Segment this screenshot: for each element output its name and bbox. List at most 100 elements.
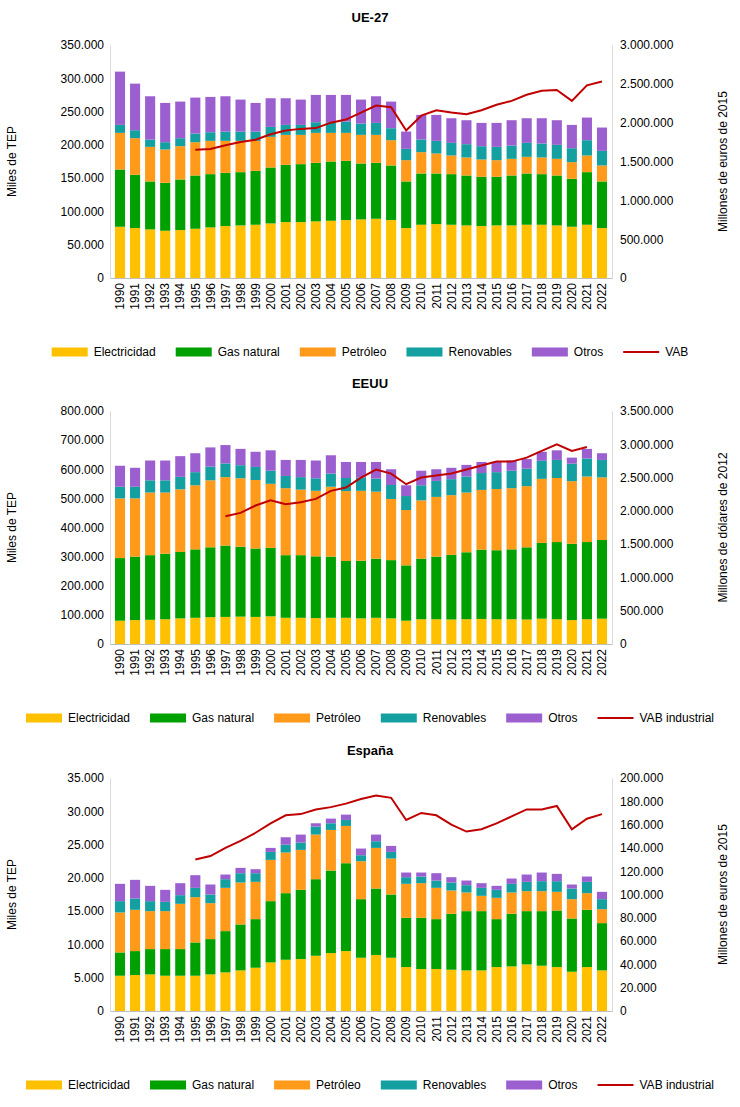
tick: 2012 [445, 644, 459, 676]
tick-label: 1991 [128, 1016, 142, 1043]
tick-label: 300.000 [61, 550, 105, 564]
tick-label: 2003 [309, 283, 323, 310]
tick-label: 1.500.000 [620, 155, 674, 169]
legend-label: Petróleo [316, 1078, 361, 1092]
bar [522, 882, 532, 891]
axis-line [111, 278, 613, 279]
tick-label: 20.000 [67, 871, 104, 885]
bar [386, 852, 396, 859]
bar [281, 460, 291, 476]
bar [175, 456, 185, 477]
bar [175, 904, 185, 949]
tick: 120.000 [612, 865, 664, 879]
bar [130, 880, 140, 899]
tick-label: 0 [620, 1004, 627, 1018]
bar [492, 619, 502, 644]
tick: 50.000 [67, 238, 110, 252]
bar [416, 877, 426, 884]
bar [461, 158, 471, 176]
tick: 2000 [264, 1011, 278, 1043]
bar [356, 899, 366, 958]
tick-label: 2008 [384, 649, 398, 676]
bar [296, 843, 306, 850]
tick: 2022 [595, 1011, 609, 1043]
bar [296, 835, 306, 843]
tick-label: 2012 [445, 649, 459, 676]
bar [522, 911, 532, 964]
bar [220, 888, 230, 931]
bar [115, 498, 125, 558]
bar-series [115, 458, 607, 510]
bar [235, 449, 245, 465]
bar [326, 162, 336, 221]
bar [476, 226, 486, 278]
bar [175, 489, 185, 552]
bar [446, 143, 456, 156]
bar [266, 962, 276, 1011]
bar [416, 485, 426, 500]
bar [416, 500, 426, 558]
bar [251, 548, 261, 616]
tick: 2001 [279, 1011, 293, 1043]
tick: 2006 [354, 644, 368, 676]
title: UE-27 [352, 10, 389, 25]
tick-label: 500.000 [620, 233, 664, 247]
bar [371, 123, 381, 135]
bar [311, 823, 321, 826]
legend-label: Gas natural [218, 345, 280, 359]
bar-series [115, 815, 607, 902]
bar [175, 138, 185, 146]
bar [537, 225, 547, 278]
tick-label: 2011 [430, 649, 444, 675]
bar [266, 548, 276, 616]
bar [401, 510, 411, 565]
tick: 2011 [430, 644, 444, 675]
bar [476, 123, 486, 146]
tick-label: 1.500.000 [620, 537, 674, 551]
bar [145, 140, 155, 147]
tick: 2002 [294, 644, 308, 676]
tick-label: 2010 [414, 283, 428, 310]
tick: 2006 [354, 278, 368, 310]
plot-area [115, 72, 607, 278]
legend-item: Otros [506, 711, 577, 725]
legend-item: Renovables [406, 345, 511, 359]
bar [537, 118, 547, 143]
bar [386, 846, 396, 852]
tick: 1995 [189, 278, 203, 310]
tick-label: 2013 [460, 283, 474, 310]
bar [190, 98, 200, 134]
bar [205, 141, 215, 174]
bar [552, 542, 562, 619]
bar [220, 931, 230, 972]
tick-label: 2006 [354, 1016, 368, 1043]
y2-axis: 0500.0001.000.0001.500.0002.000.0002.500… [612, 38, 674, 285]
tick: 1997 [219, 644, 233, 676]
tick-label: 350.000 [61, 38, 105, 52]
bar [582, 458, 592, 476]
bar [552, 881, 562, 892]
tick: 2021 [580, 278, 594, 310]
tick-label: 2022 [595, 649, 609, 676]
bar [371, 219, 381, 278]
tick: 2020 [565, 278, 579, 310]
bar [311, 956, 321, 1011]
charts: UE-27050.000100.000150.000200.000250.000… [0, 0, 740, 1107]
bar [431, 873, 441, 880]
tick: 2000 [264, 644, 278, 676]
bar [175, 949, 185, 976]
bar [175, 883, 185, 895]
tick: 2003 [309, 278, 323, 310]
bar [130, 910, 140, 951]
tick: 2006 [354, 1011, 368, 1043]
tick: 1993 [158, 1011, 172, 1043]
bar [326, 871, 336, 954]
bar [311, 163, 321, 222]
tick: 0 [612, 1004, 627, 1018]
tick-label: 2003 [309, 649, 323, 676]
bar [492, 489, 502, 550]
tick: 1991 [128, 644, 142, 676]
bar-series [115, 820, 607, 913]
bar [145, 555, 155, 620]
line [225, 444, 586, 516]
